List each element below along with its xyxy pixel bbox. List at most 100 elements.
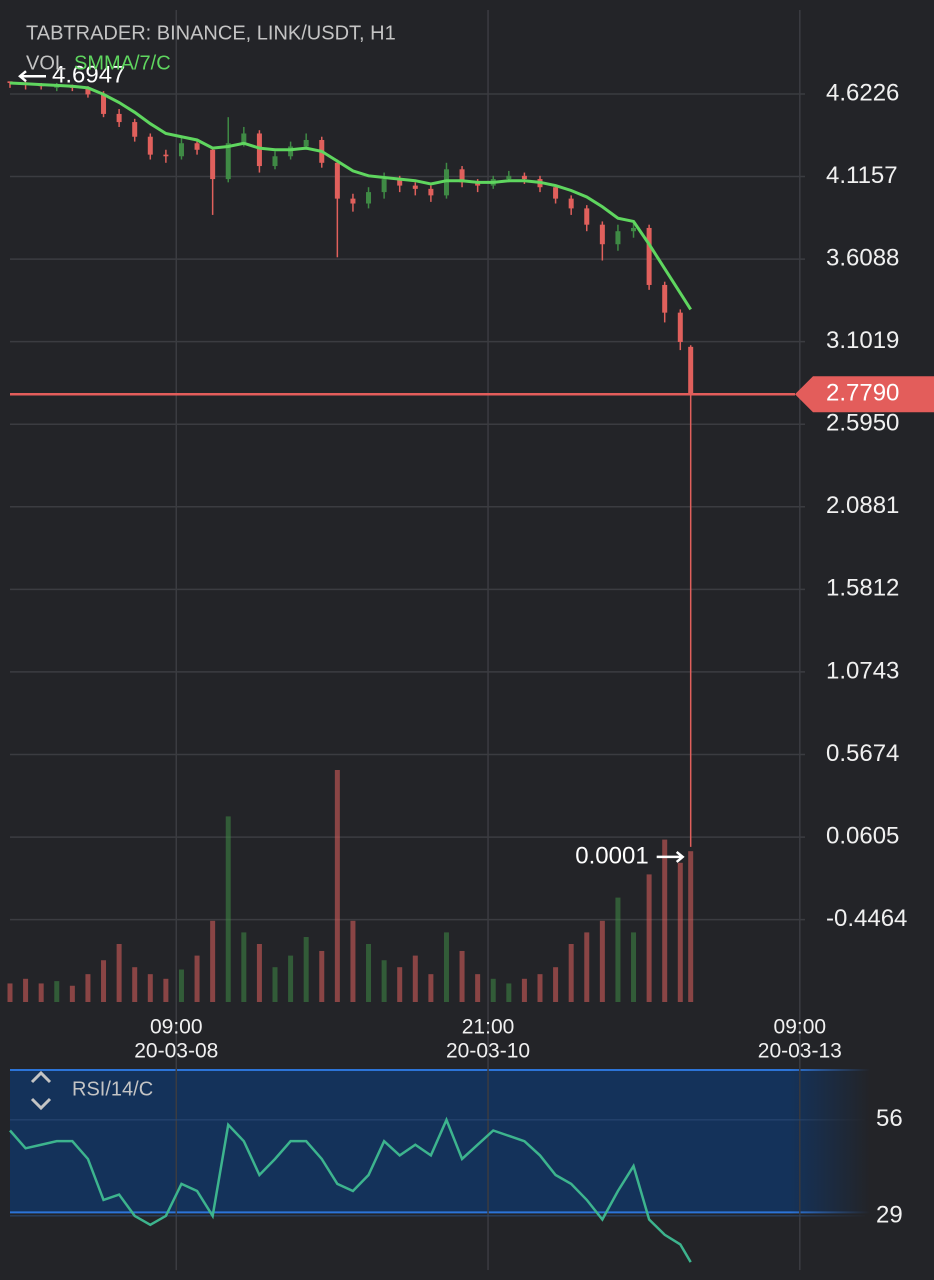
y-tick-label: 0.5674 (826, 740, 899, 767)
volume-bar (54, 981, 60, 1002)
candle-body (506, 175, 512, 180)
candle-body (631, 227, 637, 232)
volume-bar (319, 950, 325, 1002)
candle-body (194, 143, 200, 150)
smma-label: SMMA/7/C (74, 52, 171, 74)
volume-bar (38, 983, 44, 1002)
volume-bar (194, 955, 200, 1002)
candle-body (132, 122, 138, 137)
volume-bar (272, 967, 278, 1002)
candle-body (428, 188, 434, 196)
volume-label: VOL (26, 52, 66, 74)
scroll-down[interactable] (30, 1097, 52, 1111)
y-tick-label: 4.6226 (826, 79, 899, 106)
candle-body (178, 143, 184, 157)
scroll-up[interactable] (30, 1070, 52, 1084)
candle-body (288, 146, 294, 157)
x-tick-label: 09:00 (150, 1016, 203, 1039)
x-tick-date: 20-03-13 (758, 1040, 842, 1063)
candle-body (584, 208, 590, 225)
candle-body (366, 192, 372, 204)
volume-bar (677, 862, 683, 1002)
volume-bar (688, 851, 694, 1002)
plot: 4.6226 4.1157 3.6088 3.1019 2.5950 2.0881 1.58… (7, 10, 934, 1270)
y-tick-label: 0.0605 (826, 822, 899, 849)
candle-body (412, 185, 418, 189)
candle-body (350, 198, 356, 204)
volume-bar (615, 897, 621, 1002)
x-tick-label: 09:00 (774, 1016, 827, 1039)
volume-bar (490, 978, 496, 1002)
volume-bar (631, 932, 637, 1002)
volume-bar (116, 944, 122, 1002)
candle-body (116, 113, 122, 123)
y-tick-label: 3.1019 (826, 327, 899, 354)
rsi-band (10, 1070, 870, 1213)
y-tick-label: 56 (876, 1105, 903, 1132)
candle-body (147, 136, 153, 155)
volume-bar (147, 974, 153, 1002)
volume-bar (210, 920, 216, 1002)
volume-bar (553, 967, 559, 1002)
candle-body (475, 182, 481, 186)
y-tick-label: 1.5812 (826, 575, 899, 602)
rsi-fade (790, 1068, 870, 1218)
candle-body (521, 175, 527, 180)
volume-bar (85, 974, 91, 1002)
low-label: 0.0001 (575, 842, 648, 869)
candle-body (553, 187, 559, 199)
candle-body (381, 179, 387, 193)
x-tick-date: 20-03-08 (134, 1040, 218, 1063)
volume-bar (646, 874, 652, 1002)
candle-body (646, 227, 652, 285)
candle-body (615, 231, 621, 245)
volume-bar (412, 955, 418, 1002)
volume-bar (350, 920, 356, 1002)
volume-bar (288, 955, 294, 1002)
chart-title: TABTRADER: BINANCE, LINK/USDT, H1 (26, 22, 396, 44)
volume-bar (443, 932, 449, 1002)
volume-bar (256, 944, 262, 1002)
x-tick-label: 21:00 (462, 1016, 515, 1039)
volume-bar (101, 960, 107, 1002)
candle-body (662, 284, 668, 313)
candle-body (210, 149, 216, 180)
candle-body (599, 224, 605, 245)
volume-bar (334, 770, 340, 1002)
candle-body (677, 312, 683, 342)
y-tick-label: 4.1157 (826, 162, 898, 189)
candle-body (568, 198, 574, 209)
volume-bar (7, 983, 13, 1002)
candle-body (688, 346, 694, 395)
y-tick-label: -0.4464 (826, 905, 907, 932)
candle-body (54, 86, 60, 88)
volume-bar (366, 944, 372, 1002)
candle-body (241, 133, 247, 144)
last-price-tag (795, 376, 934, 413)
smma-line (9, 81, 692, 311)
y-tick-label: 3.6088 (826, 244, 899, 271)
y-tick-label: 2.0881 (826, 492, 899, 519)
candle-body (85, 87, 91, 95)
candle-body (101, 94, 107, 114)
volume-bar (568, 944, 574, 1002)
volume-bar (178, 969, 184, 1002)
volume-bar (303, 937, 309, 1002)
candle-body (303, 139, 309, 147)
volume-bar (537, 974, 543, 1002)
volume-bar (584, 932, 590, 1002)
volume-bar (475, 974, 481, 1002)
y-tick-label: 1.0743 (826, 657, 899, 684)
candle-body (443, 169, 449, 196)
low-arrow (656, 850, 685, 863)
candle-body (459, 169, 465, 183)
volume-bar (521, 978, 527, 1002)
volume-bar (459, 950, 465, 1002)
candle-body (272, 156, 278, 167)
high-label: 4.6947 (52, 62, 125, 89)
candle-body (256, 133, 262, 167)
volume-bar (506, 983, 512, 1002)
rsi-title: RSI/14/C (72, 1078, 153, 1100)
